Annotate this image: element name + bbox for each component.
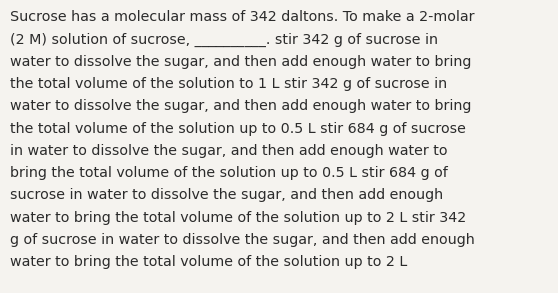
Text: bring the total volume of the solution up to 0.5 L stir 684 g of: bring the total volume of the solution u… bbox=[10, 166, 448, 180]
Text: (2 M) solution of sucrose, __________. stir 342 g of sucrose in: (2 M) solution of sucrose, __________. s… bbox=[10, 33, 438, 47]
Text: the total volume of the solution up to 0.5 L stir 684 g of sucrose: the total volume of the solution up to 0… bbox=[10, 122, 466, 136]
Text: water to dissolve the sugar, and then add enough water to bring: water to dissolve the sugar, and then ad… bbox=[10, 99, 472, 113]
Text: g of sucrose in water to dissolve the sugar, and then add enough: g of sucrose in water to dissolve the su… bbox=[10, 233, 475, 247]
Text: water to dissolve the sugar, and then add enough water to bring: water to dissolve the sugar, and then ad… bbox=[10, 55, 472, 69]
Text: the total volume of the solution to 1 L stir 342 g of sucrose in: the total volume of the solution to 1 L … bbox=[10, 77, 447, 91]
Text: water to bring the total volume of the solution up to 2 L stir 342: water to bring the total volume of the s… bbox=[10, 211, 466, 225]
Text: sucrose in water to dissolve the sugar, and then add enough: sucrose in water to dissolve the sugar, … bbox=[10, 188, 443, 202]
Text: in water to dissolve the sugar, and then add enough water to: in water to dissolve the sugar, and then… bbox=[10, 144, 448, 158]
Text: water to bring the total volume of the solution up to 2 L: water to bring the total volume of the s… bbox=[10, 255, 407, 269]
Text: Sucrose has a molecular mass of 342 daltons. To make a 2-molar: Sucrose has a molecular mass of 342 dalt… bbox=[10, 10, 474, 24]
